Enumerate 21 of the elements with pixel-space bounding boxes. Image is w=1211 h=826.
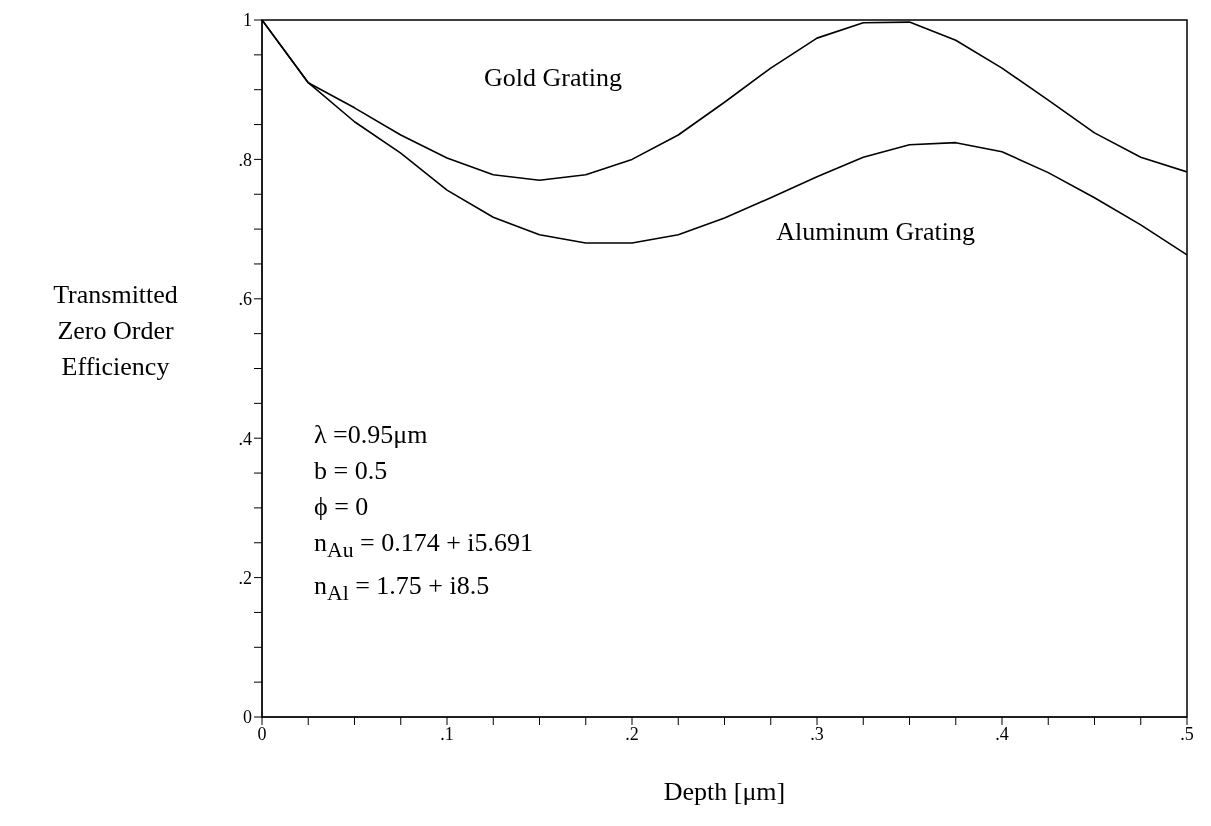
- y-tick-label: .6: [238, 289, 252, 310]
- x-tick-label: .4: [995, 723, 1009, 744]
- y-axis-title: Transmitted Zero Order Efficiency: [52, 278, 179, 383]
- y-tick-label: 1: [243, 10, 252, 31]
- text: Gold Grating: [484, 63, 622, 93]
- annotation: n$_{Au}$ = 0.174 + i5.691: [314, 527, 534, 565]
- series-label: Aluminum Grating: [776, 216, 975, 246]
- x-tick-label: .5: [1180, 723, 1194, 744]
- x-axis-title: Depth [μm]: [663, 777, 786, 806]
- annotation: n$_{Al}$ = 1.75 + i8.5: [314, 570, 491, 608]
- x-tick-label: .1: [440, 723, 454, 744]
- x-tick-label: 0: [257, 723, 267, 744]
- annotation: λ =0.95μm: [314, 419, 429, 452]
- y-tick-label: .8: [238, 149, 252, 170]
- x-tick-label: .3: [810, 723, 824, 744]
- annotation: ϕ = 0: [314, 491, 370, 524]
- y-tick-label: .2: [238, 567, 252, 588]
- y-tick-label: .4: [238, 428, 252, 449]
- x-tick-label: .2: [625, 723, 639, 744]
- y-tick-label: 0: [243, 707, 252, 728]
- annotation: b = 0.5: [314, 455, 389, 488]
